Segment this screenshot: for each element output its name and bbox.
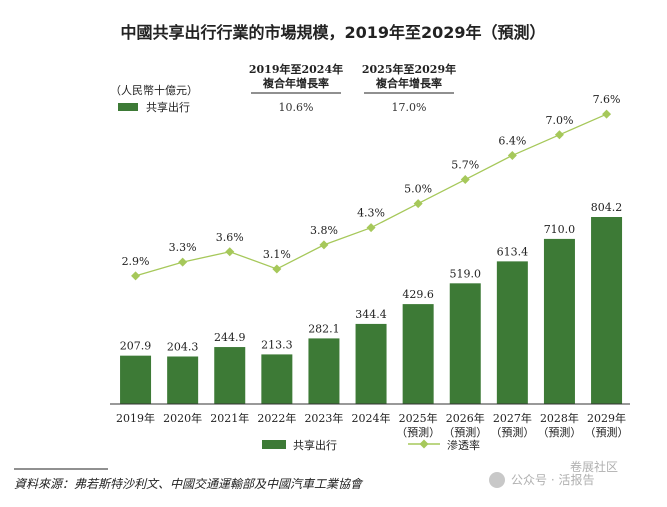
- cagr-1-header-line2: 複合年增長率: [262, 76, 329, 90]
- cagr-1-header-line1: 2019年至2024年: [249, 62, 343, 76]
- line-value-labels: 2.9% 3.3% 3.6% 3.1% 3.8% 4.3% 5.0% 5.7% 6.4% 7.0%…: [122, 93, 621, 268]
- line-point-10: [602, 109, 612, 119]
- line-label-0: 2.9%: [122, 255, 150, 268]
- line-point-2: [225, 247, 235, 257]
- x-tick-2: 2021年: [210, 411, 249, 425]
- line-point-8: [507, 150, 517, 160]
- bar-value-labels: 207.9 204.3 244.9 213.3 282.1 344.4 429.6 519.0…: [120, 201, 623, 353]
- line-label-10: 7.6%: [593, 93, 621, 106]
- line-label-4: 3.8%: [310, 224, 338, 237]
- bar-5: [355, 323, 387, 404]
- line-point-7: [460, 175, 470, 185]
- line-label-9: 7.0%: [545, 114, 573, 127]
- bar-9: [543, 238, 575, 404]
- bar-7: [449, 283, 481, 404]
- line-label-2: 3.6%: [216, 231, 244, 244]
- legend-bar-label: 共享出行: [293, 438, 337, 452]
- line-point-4: [319, 240, 329, 250]
- x-tick-0: 2019年: [116, 411, 155, 425]
- line-point-1: [178, 257, 188, 267]
- cagr-series-swatch: [118, 103, 138, 111]
- unit-label: （人民幣十億元）: [110, 83, 198, 97]
- bar-0: [120, 355, 152, 404]
- line-label-3: 3.1%: [263, 248, 291, 261]
- x-tick-3: 2022年: [257, 411, 296, 425]
- bar-3: [261, 354, 293, 404]
- legend-line-marker: [419, 439, 429, 449]
- bar-label-5: 344.4: [355, 308, 387, 321]
- x-tick-6: 2025年: [399, 411, 438, 425]
- cagr-2-header-line1: 2025年至2029年: [362, 62, 456, 76]
- source-note: 資料來源：弗若斯特沙利文、中國交通運輸部及中國汽車工業協會: [14, 477, 364, 491]
- bar-2: [214, 347, 246, 404]
- x-tick-4: 2023年: [304, 411, 343, 425]
- bar-label-10: 804.2: [591, 201, 623, 214]
- bar-1: [167, 356, 199, 404]
- x-tick-9: 2028年: [540, 411, 579, 425]
- bar-label-0: 207.9: [120, 340, 152, 353]
- x-tick-1: 2020年: [163, 411, 202, 425]
- x-tick-7: 2026年: [446, 411, 485, 425]
- watermark-logo-icon: [489, 472, 505, 488]
- line-series: [131, 109, 612, 281]
- watermark-top: 卷展社区: [570, 459, 618, 474]
- bar-label-4: 282.1: [308, 322, 340, 335]
- line-point-9: [554, 130, 564, 140]
- bar-label-9: 710.0: [544, 223, 576, 236]
- x-tick-8: 2027年: [493, 411, 532, 425]
- bar-label-1: 204.3: [167, 340, 199, 353]
- cagr-series-label: 共享出行: [146, 100, 190, 114]
- x-tick-sub-9: （預測）: [537, 425, 581, 439]
- bar-8: [496, 261, 528, 404]
- line-label-1: 3.3%: [169, 241, 197, 254]
- bar-series: [120, 217, 623, 404]
- bar-label-7: 519.0: [450, 267, 482, 280]
- watermark-text: 公众号 · 活报告: [511, 472, 594, 487]
- x-tick-sub-6: （預測）: [396, 425, 440, 439]
- bar-4: [308, 338, 340, 404]
- cagr-1-value: 10.6%: [279, 101, 314, 114]
- bar-6: [402, 304, 434, 404]
- bar-label-6: 429.6: [402, 288, 434, 301]
- line-label-5: 4.3%: [357, 207, 385, 220]
- bar-label-3: 213.3: [261, 338, 293, 351]
- legend-bar-swatch: [262, 440, 286, 449]
- line-point-3: [272, 264, 282, 274]
- x-tick-sub-8: （預測）: [490, 425, 534, 439]
- cagr-2-header-line2: 複合年增長率: [375, 76, 442, 90]
- x-tick-10: 2029年: [587, 411, 626, 425]
- line-point-5: [366, 223, 376, 233]
- chart-title: 中國共享出行行業的市場規模，2019年至2029年（預測）: [120, 23, 545, 42]
- line-label-7: 5.7%: [451, 159, 479, 172]
- cagr-2-value: 17.0%: [392, 101, 427, 114]
- bar-label-2: 244.9: [214, 331, 246, 344]
- x-tick-sub-10: （預測）: [585, 425, 629, 439]
- x-tick-5: 2024年: [352, 411, 391, 425]
- x-tick-sub-7: （預測）: [443, 425, 487, 439]
- penetration-line: [135, 113, 607, 277]
- x-tick-labels: 2019年 2020年 2021年 2022年 2023年 2024年 2025年（預測）2…: [116, 411, 629, 439]
- legend-line-label: 滲透率: [447, 438, 480, 452]
- bar-10: [591, 217, 623, 404]
- line-label-6: 5.0%: [404, 183, 432, 196]
- line-label-8: 6.4%: [498, 134, 526, 147]
- line-point-0: [131, 271, 141, 281]
- bar-label-8: 613.4: [497, 245, 529, 258]
- line-point-6: [413, 199, 423, 209]
